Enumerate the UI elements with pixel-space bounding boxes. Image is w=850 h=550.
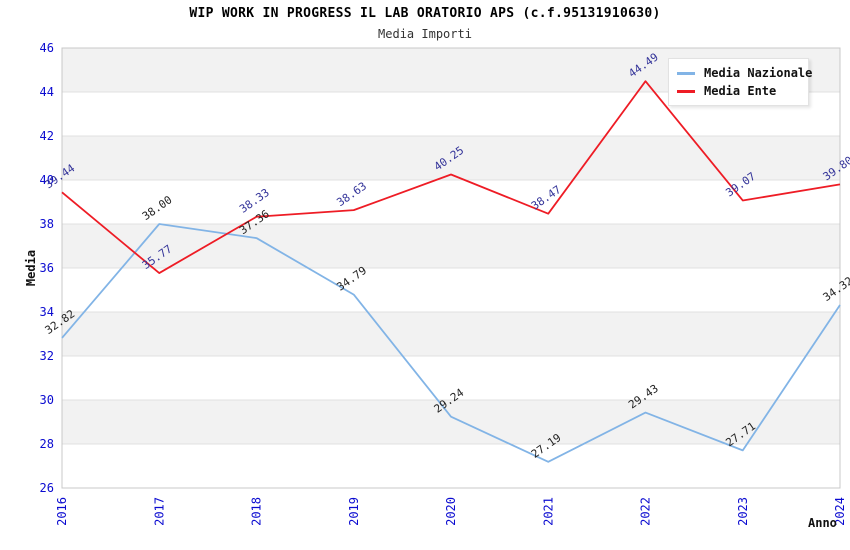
y-axis-title: Media bbox=[24, 249, 38, 287]
legend-label: Media Nazionale bbox=[704, 66, 813, 80]
svg-text:32: 32 bbox=[40, 349, 54, 363]
svg-text:2019: 2019 bbox=[347, 497, 361, 526]
svg-text:44: 44 bbox=[40, 85, 54, 99]
svg-text:46: 46 bbox=[40, 41, 54, 55]
svg-text:38: 38 bbox=[40, 217, 54, 231]
svg-text:26: 26 bbox=[40, 481, 54, 495]
svg-text:36: 36 bbox=[40, 261, 54, 275]
chart-subtitle: Media Importi bbox=[378, 27, 472, 41]
legend-label: Media Ente bbox=[704, 84, 777, 98]
svg-text:2020: 2020 bbox=[444, 497, 458, 526]
svg-text:2016: 2016 bbox=[55, 497, 69, 526]
svg-text:40: 40 bbox=[40, 173, 54, 187]
chart-title: WIP WORK IN PROGRESS IL LAB ORATORIO APS… bbox=[189, 6, 661, 21]
legend-item-media-nazionale: Media Nazionale bbox=[677, 64, 812, 82]
line-swatch-icon bbox=[677, 89, 695, 93]
svg-text:28: 28 bbox=[40, 437, 54, 451]
svg-text:2024: 2024 bbox=[833, 497, 847, 526]
x-axis-title: Anno bbox=[808, 516, 837, 530]
svg-text:2017: 2017 bbox=[152, 497, 166, 526]
svg-text:2023: 2023 bbox=[736, 497, 750, 526]
svg-text:2021: 2021 bbox=[541, 497, 555, 526]
svg-text:34: 34 bbox=[40, 305, 54, 319]
svg-text:30: 30 bbox=[40, 393, 54, 407]
svg-text:42: 42 bbox=[40, 129, 54, 143]
line-swatch-icon bbox=[677, 71, 695, 75]
svg-text:2018: 2018 bbox=[250, 497, 264, 526]
legend-item-media-ente: Media Ente bbox=[677, 82, 800, 100]
legend: Media Nazionale Media Ente bbox=[668, 58, 812, 106]
svg-text:2022: 2022 bbox=[639, 497, 653, 526]
